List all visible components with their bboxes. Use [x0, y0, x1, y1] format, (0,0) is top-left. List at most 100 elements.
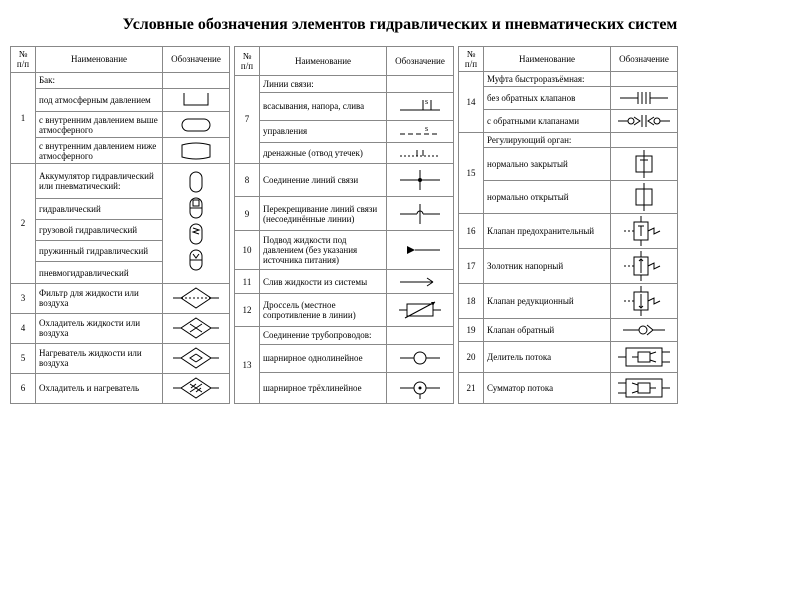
table-row: 21 Сумматор потока [459, 373, 678, 404]
table-col-3: № п/п Наименование Обозначение 14 Муфта … [458, 46, 678, 404]
symbol-valve-nc [611, 148, 678, 181]
row-name: шарнирное трёхлинейное [260, 373, 387, 404]
symbol-pressure-spool [611, 249, 678, 284]
symbol-crossing [387, 197, 454, 230]
table-row: с внутренним давлением выше атмосферного [11, 112, 230, 138]
row-name: под атмосферным давлением [36, 88, 163, 112]
symbol-reducing-valve [611, 284, 678, 319]
svg-text:s: s [425, 97, 428, 106]
row-name: Подвод жидкости под давлением (без указа… [260, 230, 387, 270]
symbol-tank-pressure [163, 112, 230, 138]
row-name: Дроссель (местное сопротивление в линии) [260, 294, 387, 327]
row-name: шарнирное однолинейное [260, 344, 387, 373]
symbol-check-valve [611, 319, 678, 342]
row-name: пневмогидравлический [36, 262, 163, 283]
row-num: 17 [459, 249, 484, 284]
row-name: Клапан редукционный [484, 284, 611, 319]
row-name: управления [260, 121, 387, 143]
row-title: Бак: [36, 72, 163, 88]
row-name: Соединение линий связи [260, 164, 387, 197]
row-name: Охладитель жидкости или воздуха [36, 313, 163, 343]
symbol-accumulators [163, 164, 230, 283]
row-name: Делитель потока [484, 342, 611, 373]
row-num: 1 [11, 72, 36, 163]
col-symbol: Обозначение [163, 47, 230, 73]
row-title: Соединение трубопроводов: [260, 327, 387, 344]
row-title: Муфта быстроразъёмная: [484, 72, 611, 87]
row-name: с обратными клапанами [484, 110, 611, 133]
table-row: 16 Клапан предохранительный [459, 214, 678, 249]
table-row: 5 Нагреватель жидкости или воздуха [11, 343, 230, 373]
row-num: 11 [235, 270, 260, 294]
table-row: 8 Соединение линий связи [235, 164, 454, 197]
symbol-heater [163, 343, 230, 373]
symbol-junction [387, 164, 454, 197]
row-name: с внутренним давлением выше атмосферного [36, 112, 163, 138]
table-row: 14 Муфта быстроразъёмная: [459, 72, 678, 87]
col-num: № п/п [235, 47, 260, 76]
row-num: 5 [11, 343, 36, 373]
table-row: 11 Слив жидкости из системы [235, 270, 454, 294]
table-row: 19 Клапан обратный [459, 319, 678, 342]
row-name: Слив жидкости из системы [260, 270, 387, 294]
row-name: пружинный гидравлический [36, 241, 163, 262]
table-row: 12 Дроссель (местное сопротивление в лин… [235, 294, 454, 327]
row-title: Линии связи: [260, 75, 387, 92]
symbol-coupling-check [611, 110, 678, 133]
row-num: 2 [11, 164, 36, 283]
table-row: 2 Аккумулятор гидравлический или пневмат… [11, 164, 230, 199]
symbol-flow-combiner [611, 373, 678, 404]
row-num: 3 [11, 283, 36, 313]
row-name: Охладитель и нагреватель [36, 373, 163, 403]
row-name: с внутренним давлением ниже атмосферного [36, 138, 163, 164]
table-row: с внутренним давлением ниже атмосферного [11, 138, 230, 164]
symbol-tank-open [163, 88, 230, 112]
col-name: Наименование [484, 47, 611, 72]
table-row: 15 Регулирующий орган: [459, 133, 678, 148]
row-name: Перекрещивание линий связи (несоединённы… [260, 197, 387, 230]
row-name: Клапан обратный [484, 319, 611, 342]
row-name: нормально открытый [484, 181, 611, 214]
row-num: 19 [459, 319, 484, 342]
symbol-flow-divider [611, 342, 678, 373]
table-col-1: № п/п Наименование Обозначение 1 Бак: по… [10, 46, 230, 404]
row-num: 13 [235, 327, 260, 404]
table-row: 6 Охладитель и нагреватель [11, 373, 230, 403]
symbol-tank-vacuum [163, 138, 230, 164]
symbol-throttle [387, 294, 454, 327]
row-num: 9 [235, 197, 260, 230]
row-name: дренажные (отвод утечек) [260, 142, 387, 164]
row-name: Клапан предохранительный [484, 214, 611, 249]
row-name: Фильтр для жидкости или воздуха [36, 283, 163, 313]
row-title: Аккумулятор гидравлический или пневматич… [36, 164, 163, 199]
row-num: 16 [459, 214, 484, 249]
col-name: Наименование [260, 47, 387, 76]
table-row: 4 Охладитель жидкости или воздуха [11, 313, 230, 343]
table-row: 10 Подвод жидкости под давлением (без ук… [235, 230, 454, 270]
row-num: 14 [459, 72, 484, 133]
row-num: 10 [235, 230, 260, 270]
table-row: 3 Фильтр для жидкости или воздуха [11, 283, 230, 313]
row-name: гидравлический [36, 199, 163, 220]
row-num: 20 [459, 342, 484, 373]
row-name: без обратных клапанов [484, 87, 611, 110]
col-symbol: Обозначение [611, 47, 678, 72]
row-num: 8 [235, 164, 260, 197]
symbol-coupling-plain [611, 87, 678, 110]
table-wrap: № п/п Наименование Обозначение 1 Бак: по… [10, 46, 790, 404]
row-name: Нагреватель жидкости или воздуха [36, 343, 163, 373]
symbol-line-main: s [387, 92, 454, 121]
svg-text:s: s [425, 124, 428, 133]
table-row: 1 Бак: [11, 72, 230, 88]
row-num: 21 [459, 373, 484, 404]
table-col-2: № п/п Наименование Обозначение 7 Линии с… [234, 46, 454, 404]
table-row: 13 Соединение трубопроводов: [235, 327, 454, 344]
symbol-cooler [163, 313, 230, 343]
table-row: 18 Клапан редукционный [459, 284, 678, 319]
symbol-valve-no [611, 181, 678, 214]
table-row: 9 Перекрещивание линий связи (несоединён… [235, 197, 454, 230]
row-num: 7 [235, 75, 260, 164]
row-name: Сумматор потока [484, 373, 611, 404]
table-row: под атмосферным давлением [11, 88, 230, 112]
symbol-swivel-3 [387, 373, 454, 404]
